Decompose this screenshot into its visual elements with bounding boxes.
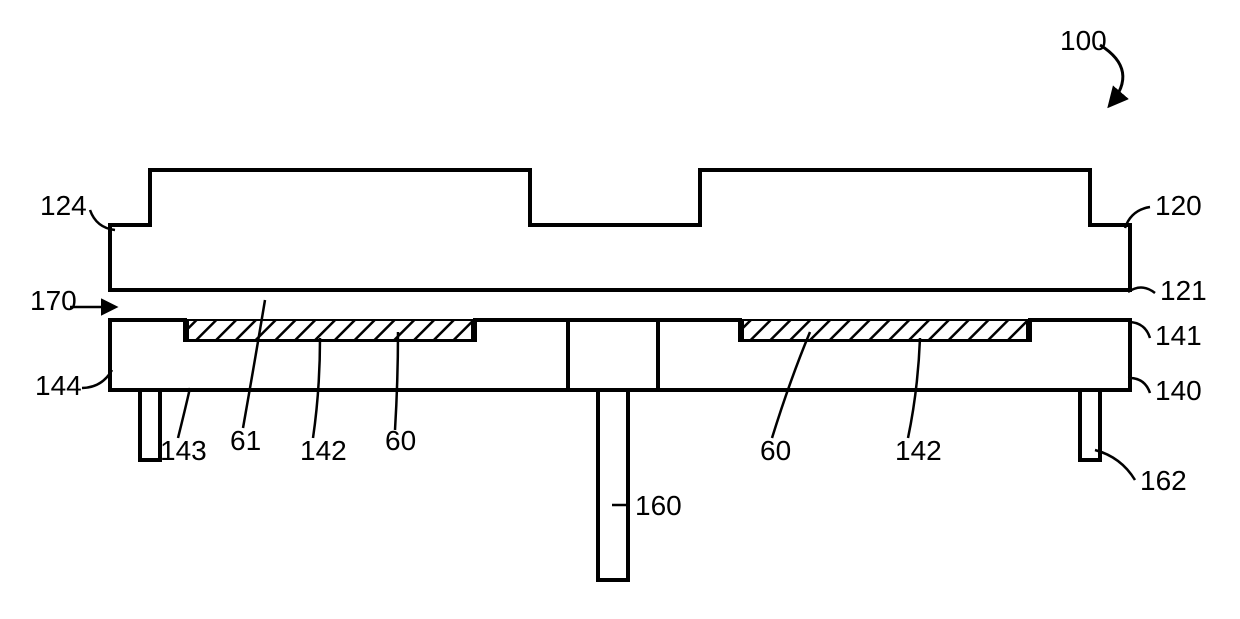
substrate-hatched — [743, 320, 1027, 340]
label-L142R: 142 — [895, 435, 942, 466]
label-L160: 160 — [635, 490, 682, 521]
label-L100: 100 — [1060, 25, 1107, 56]
label-L60L: 60 — [385, 425, 416, 456]
label-L120: 120 — [1155, 190, 1202, 221]
label-L140: 140 — [1155, 375, 1202, 406]
label-L124: 124 — [40, 190, 87, 221]
label-L60R: 60 — [760, 435, 791, 466]
leader-L144 — [82, 370, 112, 388]
center-post — [598, 390, 628, 580]
label-L170: 170 — [30, 285, 77, 316]
leader-L60R — [772, 332, 810, 438]
substrate-hatched — [188, 320, 472, 340]
leader-L60L — [395, 332, 398, 430]
label-L121: 121 — [1160, 275, 1207, 306]
label-L142L: 142 — [300, 435, 347, 466]
leader-L121 — [1128, 287, 1155, 293]
label-L144: 144 — [35, 370, 82, 401]
leader-L143 — [178, 388, 190, 438]
label-L61: 61 — [230, 425, 261, 456]
label-L143: 143 — [160, 435, 207, 466]
label-L141: 141 — [1155, 320, 1202, 351]
support-pin — [140, 390, 160, 460]
upper-body — [110, 170, 1130, 290]
label-L162: 162 — [1140, 465, 1187, 496]
